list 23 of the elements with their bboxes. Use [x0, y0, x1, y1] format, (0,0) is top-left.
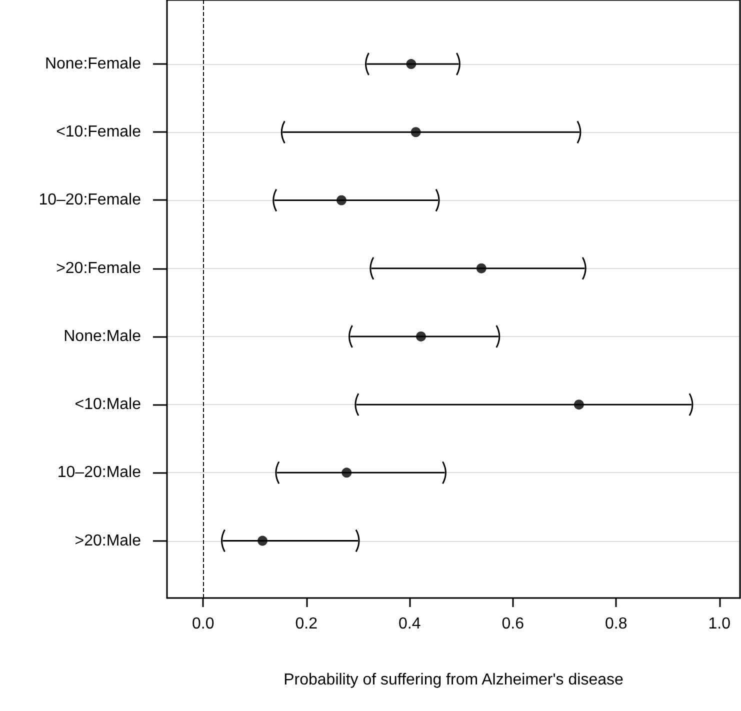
- point: [574, 400, 584, 410]
- point: [406, 59, 416, 70]
- point: [258, 536, 268, 546]
- y-tick-label: >20:Female: [56, 260, 142, 277]
- point: [410, 127, 421, 138]
- x-axis-title: Probability of suffering from Alzheimer's disease: [284, 672, 624, 688]
- y-tick-label: <10:Female: [56, 124, 142, 141]
- x-tick-label: 0.6: [502, 616, 524, 632]
- x-tick-label: 0.8: [604, 616, 628, 632]
- point: [342, 468, 352, 478]
- y-tick-label: >20:Male: [74, 532, 142, 550]
- y-tick-label: None:Male: [64, 328, 142, 345]
- x-tick-label: 1.0: [708, 616, 731, 632]
- y-tick-label: 10–20:Male: [57, 464, 142, 482]
- point: [416, 331, 426, 342]
- point: [336, 195, 346, 206]
- x-tick-label: 0.0: [192, 616, 214, 632]
- x-tick-label: 0.2: [295, 616, 318, 632]
- point: [476, 263, 486, 274]
- x-tick-label: 0.4: [398, 616, 421, 632]
- y-tick-label: <10:Male: [74, 396, 142, 414]
- y-tick-label: 10–20:Female: [38, 192, 142, 209]
- y-tick-label: None:Female: [44, 56, 142, 73]
